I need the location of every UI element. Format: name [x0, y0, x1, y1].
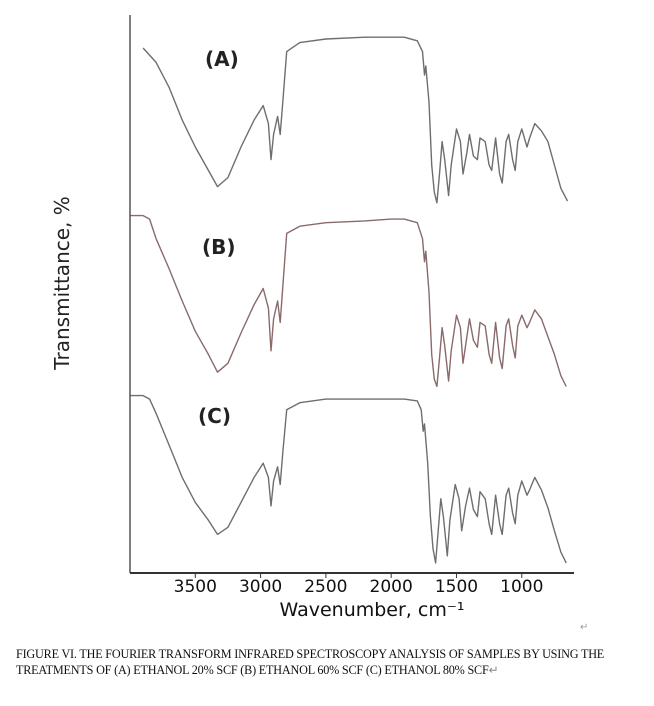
x-tick-label: 3500	[174, 577, 217, 597]
spectrum-line-1	[142, 36, 569, 204]
x-axis-ticks: 3500 3000 2500 2000 1500 1000	[174, 573, 543, 597]
x-tick-label: 2000	[370, 577, 413, 597]
spectrum-line-2	[130, 214, 567, 388]
spectrum-label-3: (C)	[198, 404, 231, 428]
spectrum-line-3	[130, 394, 567, 564]
spectrum-label-2: (B)	[202, 235, 236, 259]
spectra-group: (A) (B) (C)	[130, 36, 569, 564]
x-tick-label: 3000	[239, 577, 282, 597]
return-mark: ↵	[488, 663, 499, 677]
spectrum-label-1: (A)	[205, 47, 239, 71]
x-tick-label: 1500	[435, 577, 478, 597]
x-tick-label: 1000	[500, 577, 543, 597]
figure-caption: FIGURE VI. THE FOURIER TRANSFORM INFRARE…	[16, 646, 640, 678]
ftir-chart: (A) (B) (C) 3500 3000 2500 2000 1500 1000 Waven…	[129, 15, 574, 620]
x-tick-label: 2500	[304, 577, 347, 597]
return-mark-top: ↵	[580, 622, 589, 633]
caption-text: FIGURE VI. THE FOURIER TRANSFORM INFRARE…	[16, 647, 605, 677]
x-axis-label: Wavenumber, cm⁻¹	[280, 599, 465, 620]
